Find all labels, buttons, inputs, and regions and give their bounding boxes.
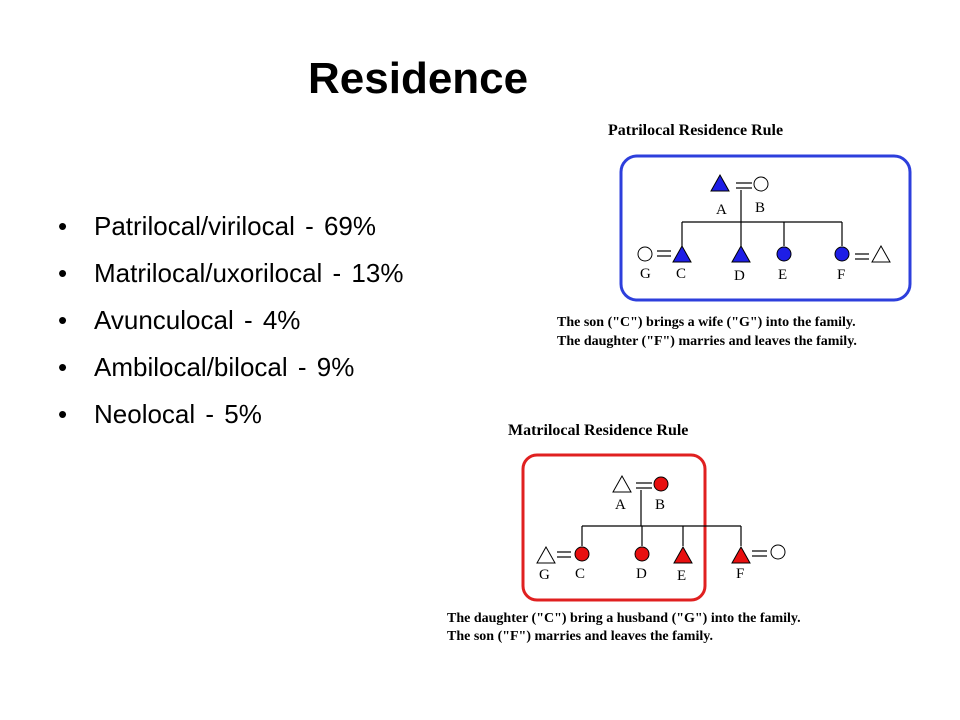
male-outsider-triangle [871, 244, 891, 263]
item-label: Ambilocal/bilocal [94, 352, 288, 382]
item-percent: - 69% [305, 211, 376, 241]
male-affiliated-triangle-c [672, 244, 692, 263]
male-affiliated-triangle-f [731, 545, 751, 564]
item-percent: - 9% [297, 352, 355, 382]
patrilocal-caption-1: The son ("C") brings a wife ("G") into t… [557, 315, 856, 330]
list-item: • Matrilocal/uxorilocal - 13% [58, 253, 403, 300]
matrilocal-title: Matrilocal Residence Rule [508, 422, 688, 439]
female-affiliated-circle-b [653, 476, 669, 492]
male-outsider-triangle-a [612, 474, 632, 493]
bullet-icon: • [58, 305, 68, 335]
label-g: G [539, 567, 550, 583]
label-e: E [778, 267, 787, 283]
matrilocal-caption-2: The son ("F") marries and leaves the fam… [447, 629, 713, 644]
female-outsider-circle-g [637, 246, 653, 262]
female-affiliated-circle-f [834, 246, 850, 262]
female-outsider-circle [770, 544, 786, 560]
bullet-icon: • [58, 352, 68, 382]
label-d: D [734, 268, 745, 284]
label-e: E [677, 568, 686, 584]
male-affiliated-triangle-d [731, 244, 751, 263]
patrilocal-frame [619, 154, 912, 302]
label-a: A [716, 202, 727, 218]
male-affiliated-triangle-a [710, 173, 730, 192]
bullet-icon: • [58, 211, 68, 241]
item-label: Neolocal [94, 399, 196, 429]
matrilocal-diagram: Matrilocal Residence Rule A B G C D E F … [447, 422, 801, 644]
bullet-icon: • [58, 399, 68, 429]
list-item: • Patrilocal/virilocal - 69% [58, 206, 403, 253]
item-label: Avunculocal [94, 305, 234, 335]
label-a: A [615, 497, 626, 513]
item-percent: - 5% [205, 399, 262, 429]
female-affiliated-circle-d [634, 546, 650, 562]
female-affiliated-circle-e [776, 246, 792, 262]
label-b: B [655, 497, 665, 513]
label-d: D [636, 566, 647, 582]
matrilocal-frame [521, 453, 707, 602]
female-affiliated-circle-c [574, 546, 590, 562]
item-percent: - 13% [332, 258, 404, 288]
list-item: • Avunculocal - 4% [58, 300, 403, 347]
patrilocal-diagram: Patrilocal Residence Rule A B G C D E F … [557, 122, 912, 349]
patrilocal-caption-2: The daughter ("F") marries and leaves th… [557, 334, 857, 349]
list-item: • Neolocal - 5% [58, 394, 403, 441]
item-label: Patrilocal/virilocal [94, 211, 295, 241]
item-percent: - 4% [243, 305, 301, 335]
male-outsider-triangle-g [536, 545, 556, 564]
patrilocal-title: Patrilocal Residence Rule [608, 122, 783, 139]
item-label: Matrilocal/uxorilocal [94, 258, 323, 288]
label-b: B [755, 200, 765, 216]
female-outsider-circle-b [753, 176, 769, 192]
slide-title: Residence [308, 54, 529, 103]
male-affiliated-triangle-e [673, 545, 693, 564]
bullet-icon: • [58, 258, 68, 288]
label-c: C [575, 566, 585, 582]
label-g: G [640, 266, 651, 282]
residence-list: • Patrilocal/virilocal - 69% • Matrilocal/… [58, 206, 403, 441]
label-f: F [837, 267, 845, 283]
label-f: F [736, 566, 744, 582]
matrilocal-caption-1: The daughter ("C") bring a husband ("G")… [447, 611, 801, 626]
list-item: • Ambilocal/bilocal - 9% [58, 347, 403, 394]
label-c: C [676, 266, 686, 282]
